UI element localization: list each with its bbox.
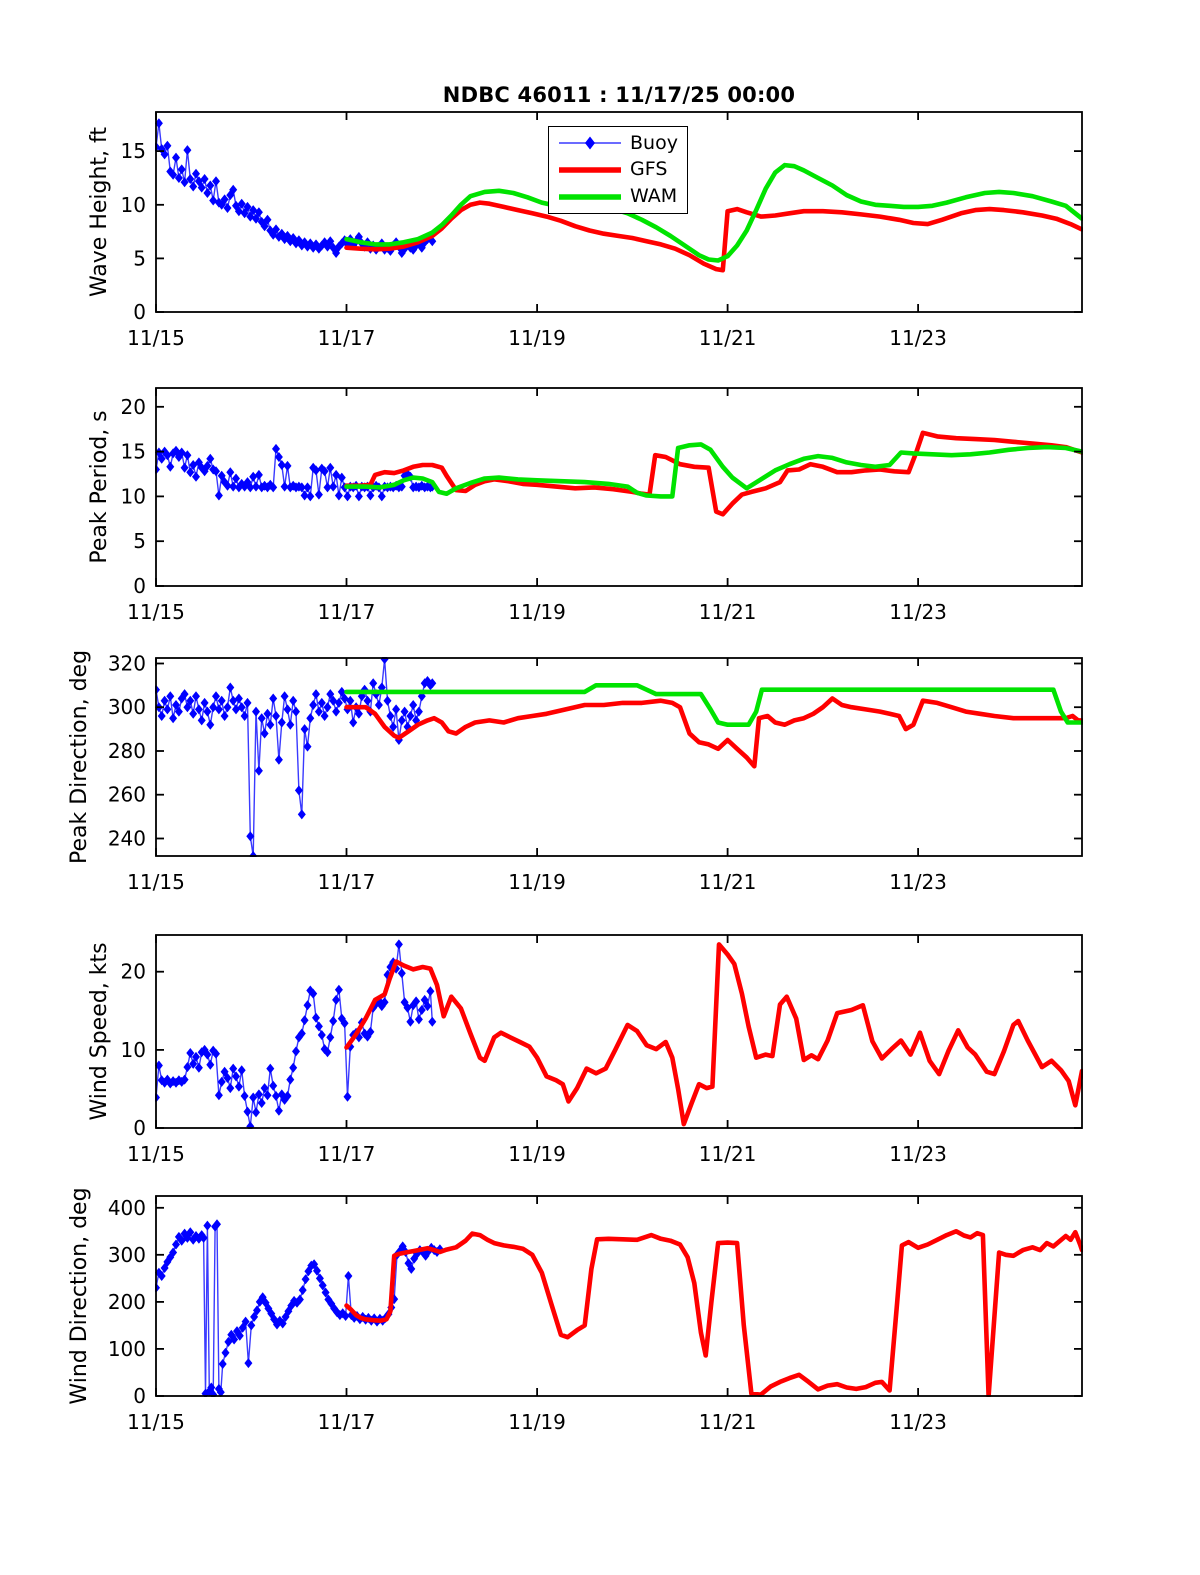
peak-direction-xtick-label: 11/21 — [699, 870, 757, 894]
peak-period-xtick-label: 11/21 — [699, 600, 757, 624]
wave-height-axes-box — [155, 111, 1083, 313]
wave-height-gfs-line — [344, 200, 1083, 273]
legend-label-wam: WAM — [630, 185, 678, 208]
wind-direction-xtick-label: 11/21 — [699, 1410, 757, 1434]
wind-speed-xtick-label: 11/19 — [508, 1142, 566, 1166]
peak-period-wam-line — [344, 442, 1083, 499]
wind-speed-axes-box — [155, 934, 1083, 1129]
buoy-line-sample-icon — [559, 136, 621, 150]
peak-period-ytick-label: 20 — [121, 395, 146, 419]
peak-direction-buoy-markers — [155, 657, 437, 857]
peak-direction-ytick-label: 280 — [108, 739, 146, 763]
peak-direction-panel: 11/15 11/17 11/19 11/21 11/23 240 260 280 300 320… — [67, 650, 1083, 894]
peak-period-xtick-label: 11/17 — [318, 600, 376, 624]
peak-period-xtick-label: 11/23 — [889, 600, 947, 624]
gfs-line-sample-icon — [559, 167, 621, 173]
wind-direction-ylabel: Wind Direction, deg — [67, 1187, 92, 1404]
legend-label-gfs: GFS — [630, 158, 668, 181]
peak-period-xtick-label: 11/19 — [508, 600, 566, 624]
wind-speed-ytick-label: 0 — [133, 1116, 146, 1140]
wave-height-buoy-line — [155, 122, 433, 254]
wind-speed-ytick-label: 10 — [121, 1038, 146, 1062]
wind-speed-panel: 11/15 11/17 11/19 11/21 11/23 0 10 20 Wind Speed… — [87, 934, 1083, 1166]
peak-period-xtick-label: 11/15 — [127, 600, 185, 624]
wave-height-xtick-label: 11/19 — [508, 326, 566, 350]
wind-direction-ytick-label: 200 — [108, 1290, 146, 1314]
wind-direction-xtick-label: 11/17 — [318, 1410, 376, 1434]
wave-height-panel: 11/15 11/17 11/19 11/21 11/23 0 5 10 15 Wave Heig… — [87, 111, 1083, 350]
peak-period-panel: 11/15 11/17 11/19 11/21 11/23 0 5 10 15 20 Peak Pe… — [87, 387, 1083, 624]
wind-direction-axes-box — [155, 1195, 1083, 1397]
wind-direction-ytick-label: 100 — [108, 1337, 146, 1361]
wave-height-buoy-markers — [155, 118, 437, 258]
peak-period-ytick-label: 10 — [121, 484, 146, 508]
wave-height-ylabel: Wave Height, ft — [87, 127, 112, 297]
peak-direction-ylabel: Peak Direction, deg — [67, 650, 92, 864]
peak-period-axes-box — [155, 387, 1083, 587]
legend-item-buoy: Buoy — [557, 130, 687, 156]
wave-height-xtick-label: 11/17 — [318, 326, 376, 350]
wind-speed-ytick-label: 20 — [121, 960, 146, 984]
wind-speed-xtick-label: 11/15 — [127, 1142, 185, 1166]
wave-height-ytick-label: 5 — [133, 246, 146, 270]
wave-height-xtick-label: 11/15 — [127, 326, 185, 350]
peak-period-ytick-label: 0 — [133, 574, 146, 598]
wave-height-xtick-label: 11/21 — [699, 326, 757, 350]
peak-direction-ytick-label: 240 — [108, 827, 146, 851]
peak-period-gfs-line — [344, 430, 1083, 517]
wind-direction-xtick-label: 11/19 — [508, 1410, 566, 1434]
legend-label-buoy: Buoy — [630, 131, 678, 154]
wind-direction-ytick-label: 0 — [133, 1384, 146, 1408]
peak-direction-buoy-line — [155, 658, 433, 857]
wind-direction-gfs-line — [344, 1229, 1083, 1397]
wind-speed-buoy-markers — [155, 939, 437, 1129]
peak-direction-ytick-label: 320 — [108, 652, 146, 676]
peak-direction-xtick-label: 11/19 — [508, 870, 566, 894]
wave-height-ytick-label: 0 — [133, 300, 146, 324]
peak-direction-axes-box — [155, 657, 1083, 857]
wind-direction-ytick-label: 300 — [108, 1243, 146, 1267]
wind-direction-buoy-markers — [155, 1219, 444, 1397]
peak-period-ytick-label: 15 — [121, 440, 146, 464]
wind-direction-xtick-label: 11/23 — [889, 1410, 947, 1434]
wave-height-wam-line — [344, 162, 1083, 263]
wave-height-ytick-label: 10 — [121, 193, 146, 217]
wind-speed-xtick-label: 11/17 — [318, 1142, 376, 1166]
wind-direction-xtick-label: 11/15 — [127, 1410, 185, 1434]
peak-direction-xtick-label: 11/23 — [889, 870, 947, 894]
wind-speed-gfs-line — [344, 942, 1083, 1127]
peak-direction-gfs-line — [344, 696, 1083, 769]
wave-height-ytick-label: 15 — [121, 139, 146, 163]
peak-direction-wam-line — [344, 683, 1083, 727]
peak-period-ylabel: Peak Period, s — [87, 410, 112, 563]
peak-direction-ytick-label: 260 — [108, 783, 146, 807]
wind-direction-ytick-label: 400 — [108, 1196, 146, 1220]
legend: Buoy GFS WAM — [548, 126, 688, 214]
legend-item-wam: WAM — [557, 184, 687, 210]
wind-direction-panel: 11/15 11/17 11/19 11/21 11/23 0 100 200 300 400 Wi… — [67, 1187, 1083, 1434]
peak-direction-xtick-label: 11/15 — [127, 870, 185, 894]
peak-direction-ytick-label: 300 — [108, 695, 146, 719]
wind-speed-xtick-label: 11/23 — [889, 1142, 947, 1166]
page-title: NDBC 46011 : 11/17/25 00:00 — [442, 83, 796, 107]
wind-speed-ylabel: Wind Speed, kts — [87, 942, 112, 1120]
peak-direction-xtick-label: 11/17 — [318, 870, 376, 894]
legend-item-gfs: GFS — [557, 157, 687, 183]
wam-line-sample-icon — [559, 193, 621, 200]
wave-height-xtick-label: 11/23 — [889, 326, 947, 350]
wind-speed-xtick-label: 11/21 — [699, 1142, 757, 1166]
peak-period-ytick-label: 5 — [133, 529, 146, 553]
